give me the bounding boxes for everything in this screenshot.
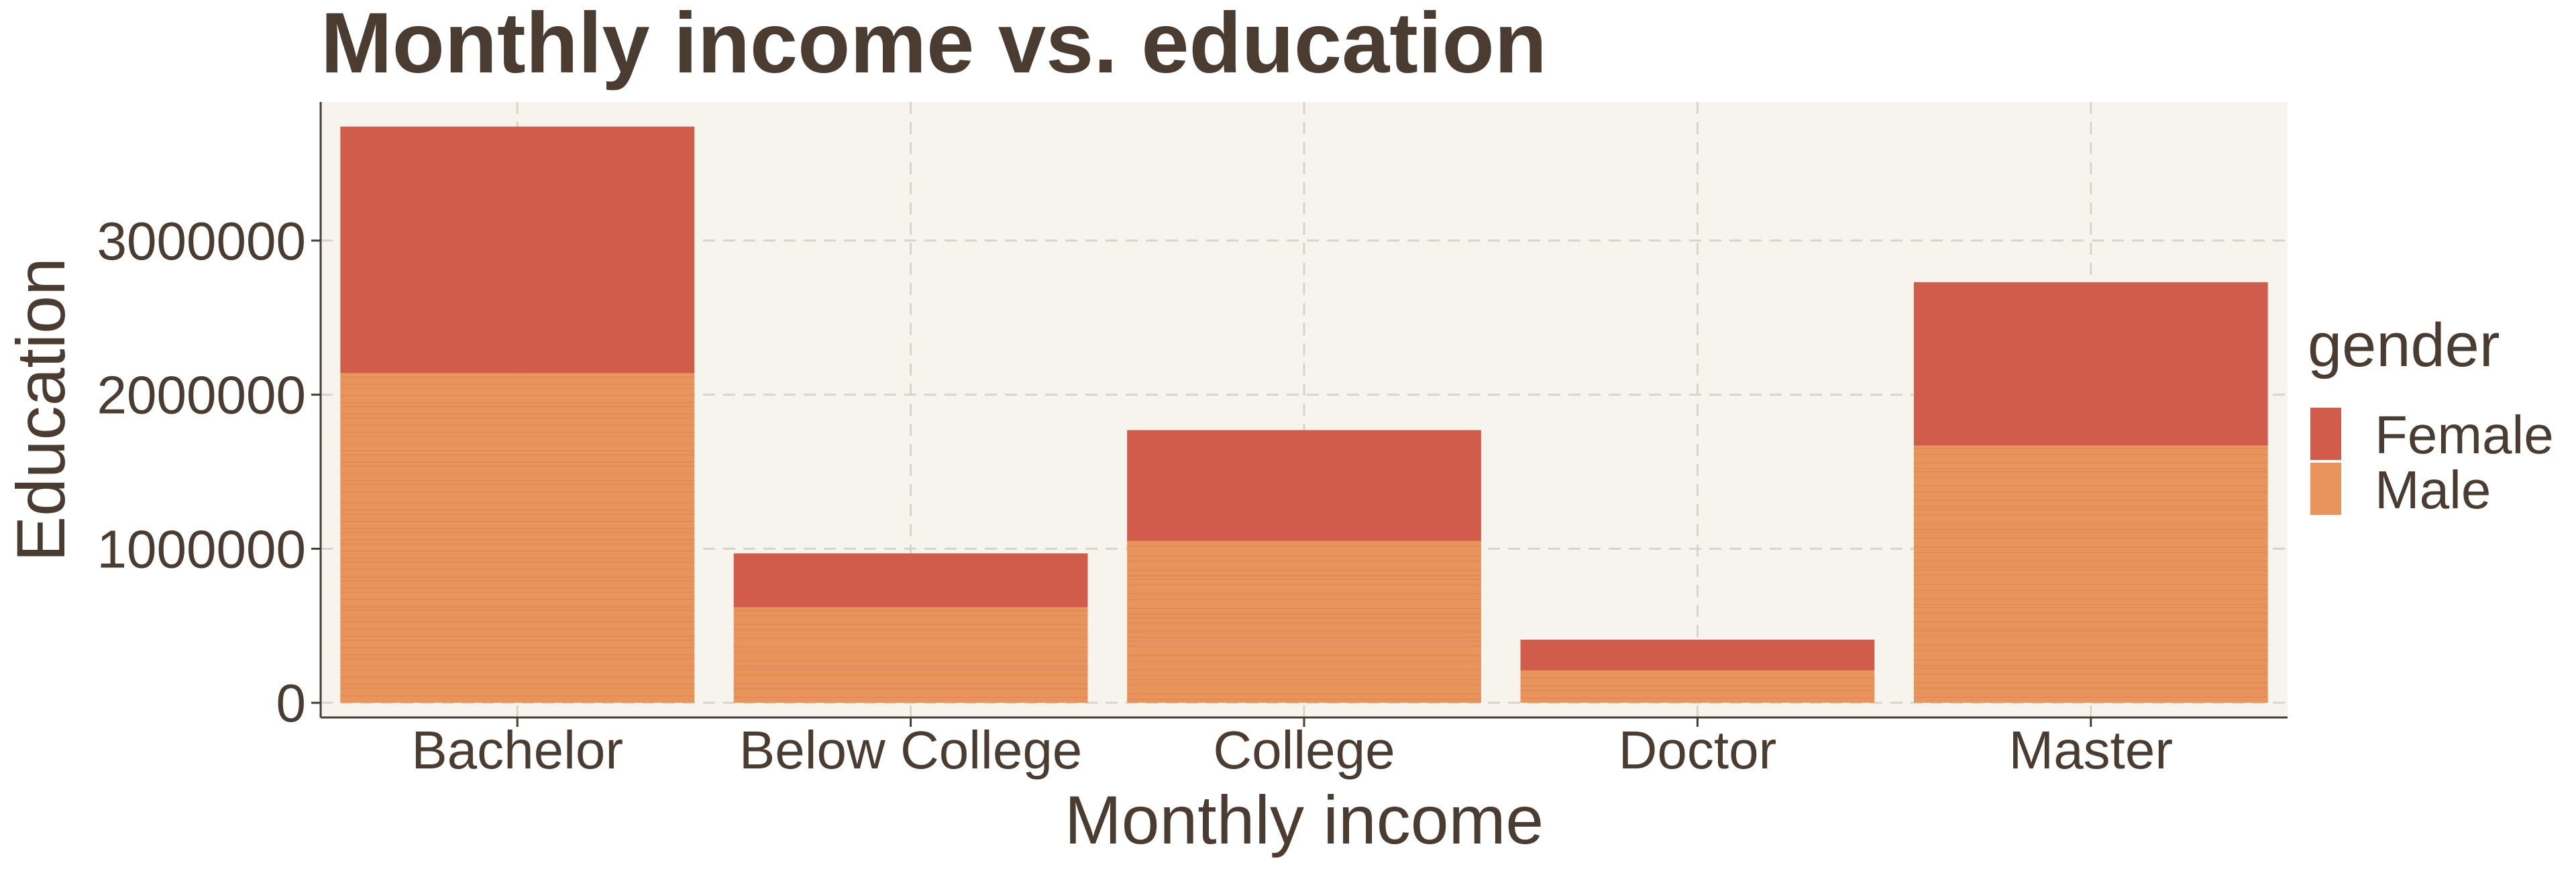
bar-male-doctor [1520,670,1875,703]
x-tick-label: College [1213,720,1395,780]
legend-swatch-female [2310,408,2341,460]
bars [340,126,2268,703]
bar-stripes-below-college [733,610,1088,698]
y-tick-label: 3000000 [97,211,306,271]
x-axis-title: Monthly income [1065,782,1544,858]
bar-female-doctor [1520,639,1875,671]
legend-swatch-male [2310,463,2341,515]
bar-female-college [1127,430,1481,541]
bar-male-below-college [733,607,1088,703]
bar-female-bachelor [340,126,695,373]
y-tick-label: 2000000 [97,365,306,425]
x-tick-label: Doctor [1619,720,1777,780]
bar-stripes-bachelor [340,376,695,697]
x-axis-ticks: Bachelor Below College College Doctor Master [411,717,2173,780]
bar-female-master [1913,282,2268,446]
legend-title: gender [2308,311,2500,380]
x-tick-label: Below College [739,720,1082,780]
legend-label-female: Female [2375,405,2554,465]
bar-male-bachelor [340,373,695,703]
y-tick-label: 0 [276,673,307,733]
bar-stripes-doctor [1520,677,1875,699]
bar-female-below-college [733,553,1088,607]
bar-stripes-master [1913,448,2268,698]
chart-title: Monthly income vs. education [321,0,1547,91]
bar-male-college [1127,540,1481,703]
bar-stripes-college [1127,546,1481,700]
legend-label-male: Male [2375,460,2491,520]
y-axis-title: Education [3,257,79,562]
x-tick-label: Bachelor [411,720,623,780]
x-tick-label: Master [2009,720,2174,780]
y-axis-ticks: 0 1000000 2000000 3000000 [97,211,321,733]
bar-male-master [1913,445,2268,703]
y-tick-label: 1000000 [97,519,306,579]
